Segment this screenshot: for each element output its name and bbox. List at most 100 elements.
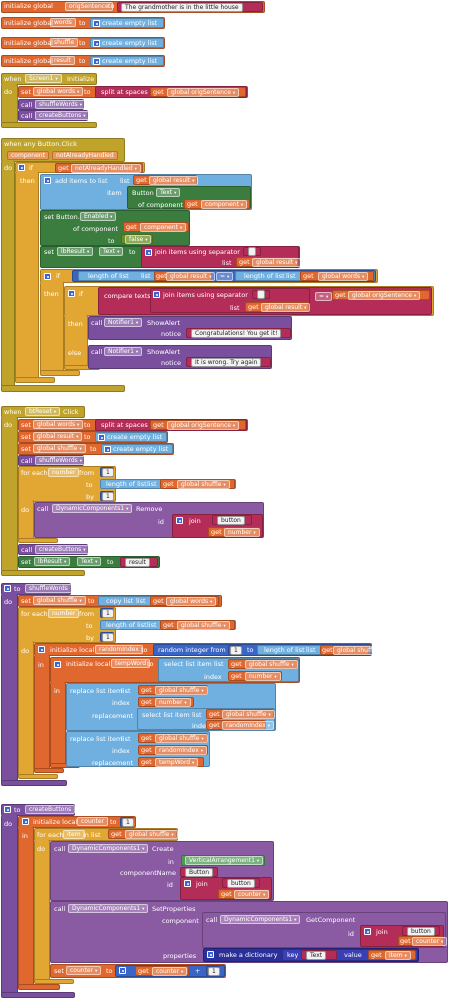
screen1-dropdown[interactable]: Screen1 ▾	[25, 74, 62, 83]
mutator-gear-icon[interactable]	[184, 880, 191, 887]
var-dropdown[interactable]: number ▾	[224, 528, 260, 537]
component-block[interactable]	[181, 855, 265, 866]
prop-dropdown[interactable]: Text ▾	[156, 188, 181, 197]
var-dropdown[interactable]: number ▾	[155, 698, 191, 707]
var-dropdown[interactable]: global shuffle ▾	[245, 660, 298, 669]
var-dropdown[interactable]: global result ▾	[166, 272, 216, 281]
var-dropdown[interactable]: global shuffle ▾	[222, 710, 275, 719]
proc-dropdown[interactable]: createButtons ▾	[35, 111, 90, 120]
var-dropdown[interactable]: global shuffle ▾	[155, 686, 208, 695]
mutator-gear-icon[interactable]	[44, 177, 51, 184]
number-value[interactable]: 1	[208, 967, 220, 976]
var-dropdown[interactable]: global shuffle ▾	[33, 444, 86, 453]
component-dropdown[interactable]: DynamicComponents1 ▾	[220, 915, 301, 924]
separator-value[interactable]	[257, 290, 265, 299]
global-name-shuffle[interactable]: shuffle	[50, 38, 79, 47]
component-dropdown[interactable]: DynamicComponents1 ▾	[68, 844, 149, 853]
text-value-button-type[interactable]: Button	[185, 868, 214, 877]
var-dropdown[interactable]: global origSentence ▾	[348, 291, 421, 300]
mutator-gear-icon[interactable]	[98, 434, 105, 441]
text-value-congrats[interactable]: Congratulations! You get it!	[191, 329, 282, 338]
text-value-button[interactable]: button	[407, 927, 435, 936]
var-dropdown[interactable]: global shuffle ▾	[155, 734, 208, 743]
var-dropdown[interactable]: global shuffle ▾	[177, 480, 230, 489]
mutator-gear-icon[interactable]	[93, 58, 100, 65]
mutator-gear-icon[interactable]	[104, 446, 111, 453]
global-name-origsentence[interactable]: origSentence	[65, 2, 113, 11]
mutator-gear-icon[interactable]	[176, 517, 183, 524]
var-dropdown[interactable]: global words ▾	[166, 597, 217, 606]
param-component[interactable]: component	[7, 151, 49, 160]
call-shufflewords[interactable]	[18, 455, 84, 466]
component-dropdown[interactable]: btReset ▾	[25, 407, 61, 416]
event-btreset-click[interactable]	[1, 406, 85, 418]
separator-value[interactable]	[248, 247, 256, 256]
var-dropdown[interactable]: component ▾	[140, 223, 187, 232]
loop-var[interactable]: number	[48, 468, 80, 477]
text-value-origsentence[interactable]: The grandmother is in the little house	[121, 3, 243, 12]
var-dropdown[interactable]: global result ▾	[149, 176, 199, 185]
param-notalreadyhandled[interactable]: notAlreadyHandled	[52, 151, 118, 160]
var-dropdown[interactable]: global result ▾	[261, 303, 311, 312]
var-dropdown[interactable]: global origSentence ▾	[167, 421, 240, 430]
var-dropdown[interactable]: item ▾	[385, 951, 411, 960]
length-of-list[interactable]	[257, 645, 370, 655]
text-value-key[interactable]: Text	[306, 951, 327, 960]
procedure-name[interactable]: createButtons	[25, 805, 76, 814]
call-createbuttons[interactable]	[18, 110, 88, 121]
component-dropdown[interactable]: Notifier1 ▾	[104, 347, 143, 356]
component-dropdown[interactable]: DynamicComponents1 ▾	[52, 504, 133, 513]
var-dropdown[interactable]: global result ▾	[252, 258, 302, 267]
prop-dropdown[interactable]: Enabled ▾	[80, 212, 117, 221]
mutator-gear-icon[interactable]	[4, 806, 11, 813]
number-value[interactable]: 1	[230, 646, 242, 655]
number-value[interactable]: 1	[122, 818, 134, 827]
text-value-result[interactable]: result	[125, 558, 150, 567]
var-dropdown[interactable]: global shuffle ▾	[177, 621, 230, 630]
create-empty-list-block[interactable]	[101, 444, 173, 454]
var-dropdown[interactable]: global shuffle ▾	[33, 596, 86, 605]
mutator-gear-icon[interactable]	[93, 20, 100, 27]
component-dropdown[interactable]: DynamicComponents1 ▾	[68, 904, 149, 913]
var-dropdown[interactable]: global words ▾	[33, 87, 84, 96]
var-dropdown[interactable]: counter ▾	[234, 890, 270, 899]
create-empty-list-block[interactable]	[90, 18, 164, 28]
mutator-gear-icon[interactable]	[44, 273, 51, 280]
local-name[interactable]: counter	[77, 817, 109, 826]
operator-dropdown[interactable]: = ▾	[315, 292, 333, 301]
operator-dropdown[interactable]: = ▾	[216, 272, 234, 281]
var-dropdown[interactable]: global origSentence ▾	[167, 88, 240, 97]
mutator-gear-icon[interactable]	[38, 646, 45, 653]
proc-dropdown[interactable]: shuffleWords ▾	[35, 456, 86, 465]
component-dropdown[interactable]: lbResult ▾	[57, 247, 94, 256]
number-value[interactable]: 1	[102, 633, 114, 642]
mutator-gear-icon[interactable]	[68, 290, 75, 297]
bool-dropdown[interactable]: false ▾	[125, 235, 152, 244]
component-dropdown[interactable]: lbResult ▾	[34, 557, 71, 566]
var-dropdown[interactable]: randomIndex ▾	[222, 721, 274, 730]
component-dropdown[interactable]: Notifier1 ▾	[104, 318, 143, 327]
loop-var[interactable]: item	[63, 830, 85, 839]
var-dropdown[interactable]: number ▾	[245, 672, 281, 681]
proc-dropdown[interactable]: createButtons ▾	[35, 545, 90, 554]
var-dropdown[interactable]: global shuffle ▾	[333, 646, 386, 655]
text-value-button[interactable]: button	[217, 516, 245, 525]
var-dropdown[interactable]: tempWord ▾	[155, 758, 199, 767]
var-dropdown[interactable]: component ▾	[201, 200, 248, 209]
mutator-gear-icon[interactable]	[145, 249, 152, 256]
create-empty-list-block[interactable]	[90, 56, 164, 66]
var-dropdown[interactable]: global result ▾	[33, 432, 83, 441]
global-name-result[interactable]: result	[50, 56, 75, 65]
create-empty-list-block[interactable]	[90, 38, 164, 48]
call-shufflewords[interactable]	[18, 99, 84, 110]
call-createbuttons[interactable]	[18, 544, 88, 555]
var-dropdown[interactable]: global words ▾	[318, 272, 369, 281]
loop-var[interactable]: number	[48, 609, 80, 618]
number-value[interactable]: 1	[102, 468, 114, 477]
mutator-gear-icon[interactable]	[119, 967, 126, 974]
local-name[interactable]: tempWord	[111, 659, 151, 668]
local-name[interactable]: randomIndex	[95, 645, 143, 654]
mutator-gear-icon[interactable]	[364, 928, 371, 935]
var-dropdown[interactable]: randomIndex ▾	[155, 746, 207, 755]
var-dropdown[interactable]: counter ▾	[412, 937, 448, 946]
